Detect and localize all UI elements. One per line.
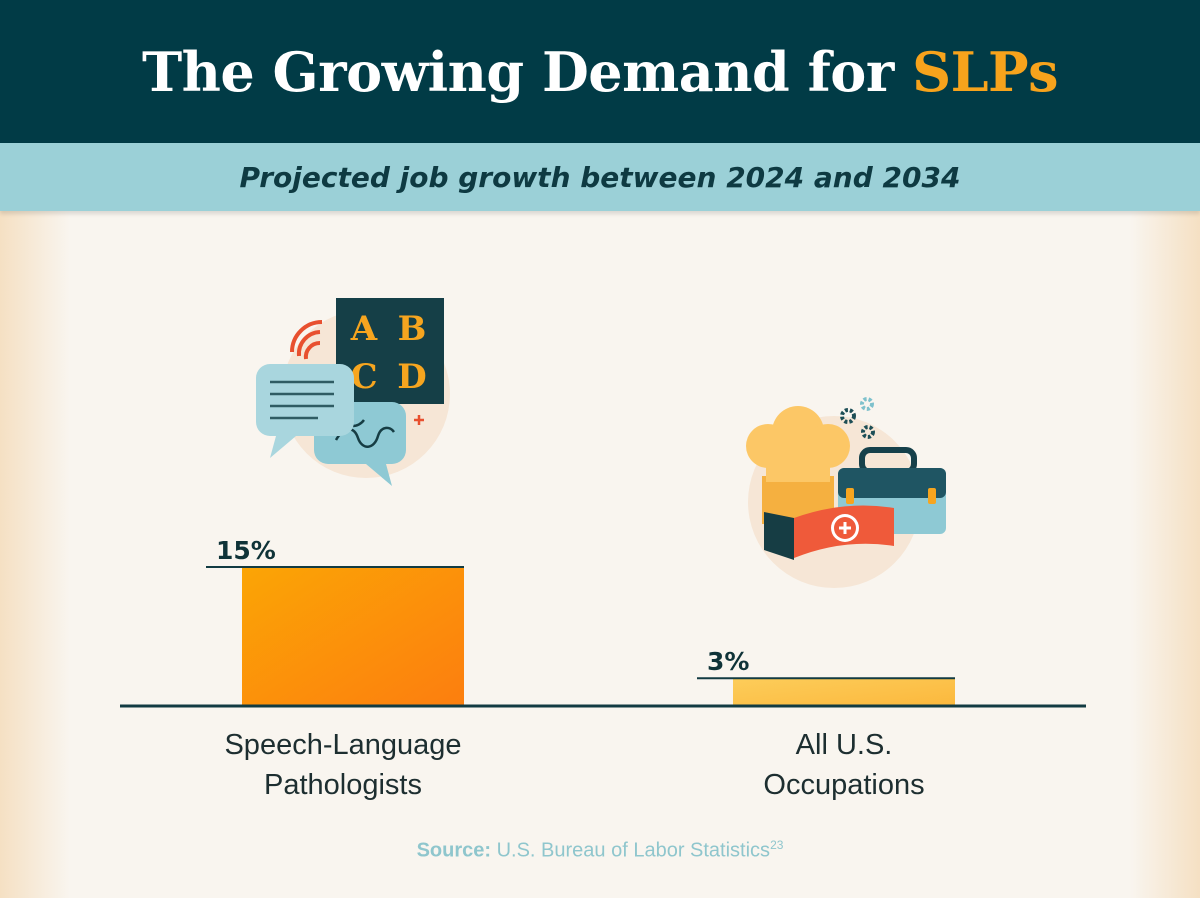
source-label: Source: — [416, 839, 492, 862]
letter-c-text: C — [350, 357, 377, 397]
title-accent-text: SLPs — [912, 39, 1059, 104]
title-banner: The Growing Demand for SLPs — [0, 0, 1200, 143]
value-label-0: 15% — [216, 536, 276, 565]
category-label-1-line-1: Occupations — [763, 769, 924, 801]
title-main-text: The Growing Demand for — [141, 39, 913, 104]
letter-b-text: B — [398, 309, 427, 349]
gear-small-icon — [860, 397, 874, 411]
speech-therapy-illustration-icon: A B C D — [256, 298, 450, 486]
category-label-0-line-1: Pathologists — [264, 769, 422, 801]
bar-slp — [242, 567, 464, 706]
bars-layer: 15% Speech-Language Pathologists 3% All U.S.… — [206, 536, 955, 801]
gear-icon — [840, 408, 856, 424]
letter-d-text: D — [397, 357, 426, 397]
chart-subtitle: Projected job growth between 2024 and 20… — [239, 160, 961, 194]
source-note: Source: U.S. Bureau of Labor Statistics2… — [0, 838, 1200, 863]
value-label-1: 3% — [707, 647, 749, 676]
occupations-illustration-icon — [746, 397, 946, 588]
letter-a-text: A — [350, 309, 378, 349]
chat-bubble-icon — [256, 364, 354, 458]
signal-wave-icon — [290, 320, 323, 353]
category-label-1-line-0: All U.S. — [796, 729, 893, 761]
source-text: U.S. Bureau of Labor Statistics — [491, 839, 771, 862]
plus-icon — [414, 415, 424, 425]
category-label-0-line-0: Speech-Language — [224, 729, 461, 761]
bar-all-occupations — [733, 678, 955, 706]
nurse-cap-shadow-icon — [764, 512, 794, 560]
subtitle-banner: Projected job growth between 2024 and 20… — [0, 143, 1200, 211]
page-title: The Growing Demand for SLPs — [141, 39, 1059, 104]
source-footnote: 23 — [770, 838, 784, 852]
